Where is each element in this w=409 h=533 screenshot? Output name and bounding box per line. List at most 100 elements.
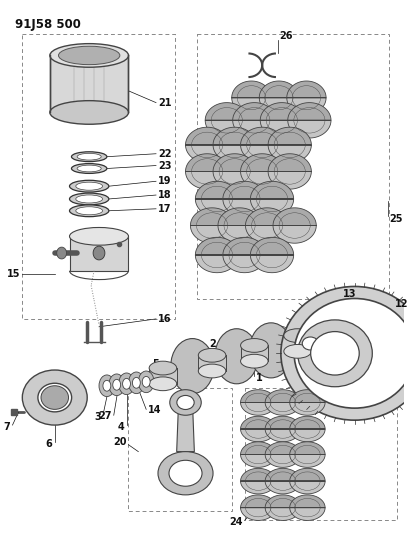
Polygon shape <box>289 429 324 442</box>
Ellipse shape <box>93 246 105 260</box>
Text: 8: 8 <box>315 324 321 334</box>
Polygon shape <box>240 402 275 415</box>
Polygon shape <box>198 356 225 371</box>
Polygon shape <box>289 442 324 455</box>
Text: 20: 20 <box>113 437 126 447</box>
Bar <box>128 387 231 511</box>
Polygon shape <box>289 390 324 402</box>
Ellipse shape <box>169 390 201 415</box>
Polygon shape <box>240 127 283 145</box>
Ellipse shape <box>70 228 128 245</box>
Ellipse shape <box>122 378 130 389</box>
Text: 27: 27 <box>98 411 112 421</box>
Ellipse shape <box>240 354 267 368</box>
Polygon shape <box>50 55 128 112</box>
Polygon shape <box>272 225 315 243</box>
Polygon shape <box>218 225 261 243</box>
Polygon shape <box>232 103 275 120</box>
Polygon shape <box>222 255 265 273</box>
Polygon shape <box>240 429 275 442</box>
Text: 5: 5 <box>152 359 158 369</box>
Polygon shape <box>265 390 300 402</box>
Ellipse shape <box>169 461 202 486</box>
Polygon shape <box>240 390 275 402</box>
Polygon shape <box>240 416 275 429</box>
Polygon shape <box>283 336 310 351</box>
Ellipse shape <box>171 338 213 393</box>
Polygon shape <box>265 455 300 467</box>
Polygon shape <box>195 181 238 199</box>
Polygon shape <box>315 330 343 346</box>
Polygon shape <box>245 208 288 225</box>
Ellipse shape <box>198 364 225 378</box>
Ellipse shape <box>310 332 358 375</box>
Polygon shape <box>231 81 270 98</box>
Polygon shape <box>222 199 265 216</box>
Text: 14: 14 <box>148 405 161 415</box>
Ellipse shape <box>315 324 343 337</box>
Polygon shape <box>265 442 300 455</box>
Ellipse shape <box>22 370 87 425</box>
Text: 15: 15 <box>7 269 20 279</box>
Ellipse shape <box>214 329 258 384</box>
Ellipse shape <box>58 46 119 64</box>
Polygon shape <box>185 145 228 163</box>
Polygon shape <box>240 455 275 467</box>
Polygon shape <box>195 237 238 255</box>
Text: 6: 6 <box>45 439 52 449</box>
Polygon shape <box>250 237 293 255</box>
Ellipse shape <box>283 329 310 343</box>
Text: 16: 16 <box>157 314 171 324</box>
Ellipse shape <box>240 338 267 352</box>
Polygon shape <box>222 181 265 199</box>
Ellipse shape <box>198 349 225 362</box>
Text: 10: 10 <box>387 368 400 378</box>
Text: 18: 18 <box>157 190 171 200</box>
Polygon shape <box>265 416 300 429</box>
Polygon shape <box>289 455 324 467</box>
Text: 2: 2 <box>209 340 215 350</box>
Text: 21: 21 <box>157 98 171 108</box>
Polygon shape <box>70 236 128 271</box>
Polygon shape <box>289 481 324 494</box>
Ellipse shape <box>41 386 68 409</box>
Ellipse shape <box>128 372 144 393</box>
Ellipse shape <box>149 361 176 375</box>
Polygon shape <box>287 103 330 120</box>
Polygon shape <box>240 481 275 494</box>
Ellipse shape <box>315 340 343 353</box>
Polygon shape <box>267 172 310 189</box>
Ellipse shape <box>293 298 409 408</box>
Polygon shape <box>185 127 228 145</box>
Polygon shape <box>289 495 324 507</box>
Polygon shape <box>240 172 283 189</box>
Text: 19: 19 <box>157 176 171 186</box>
Polygon shape <box>204 120 248 138</box>
Polygon shape <box>265 469 300 481</box>
Polygon shape <box>190 208 233 225</box>
Text: 9: 9 <box>338 332 345 342</box>
Text: 22: 22 <box>157 149 171 159</box>
Text: 11: 11 <box>309 373 322 383</box>
Polygon shape <box>240 145 283 163</box>
Ellipse shape <box>38 383 72 412</box>
Bar <box>197 34 388 299</box>
Ellipse shape <box>76 207 102 215</box>
Polygon shape <box>240 345 267 361</box>
Text: 7: 7 <box>4 422 11 432</box>
Polygon shape <box>267 154 310 172</box>
Polygon shape <box>195 255 238 273</box>
Ellipse shape <box>108 374 124 395</box>
Polygon shape <box>265 495 300 507</box>
Polygon shape <box>231 98 270 115</box>
Polygon shape <box>185 154 228 172</box>
Polygon shape <box>258 81 298 98</box>
Polygon shape <box>265 481 300 494</box>
Bar <box>22 34 174 319</box>
Polygon shape <box>289 402 324 415</box>
Ellipse shape <box>77 165 101 172</box>
Polygon shape <box>213 145 256 163</box>
Ellipse shape <box>280 286 409 420</box>
Text: 13: 13 <box>342 289 356 300</box>
Polygon shape <box>240 442 275 455</box>
